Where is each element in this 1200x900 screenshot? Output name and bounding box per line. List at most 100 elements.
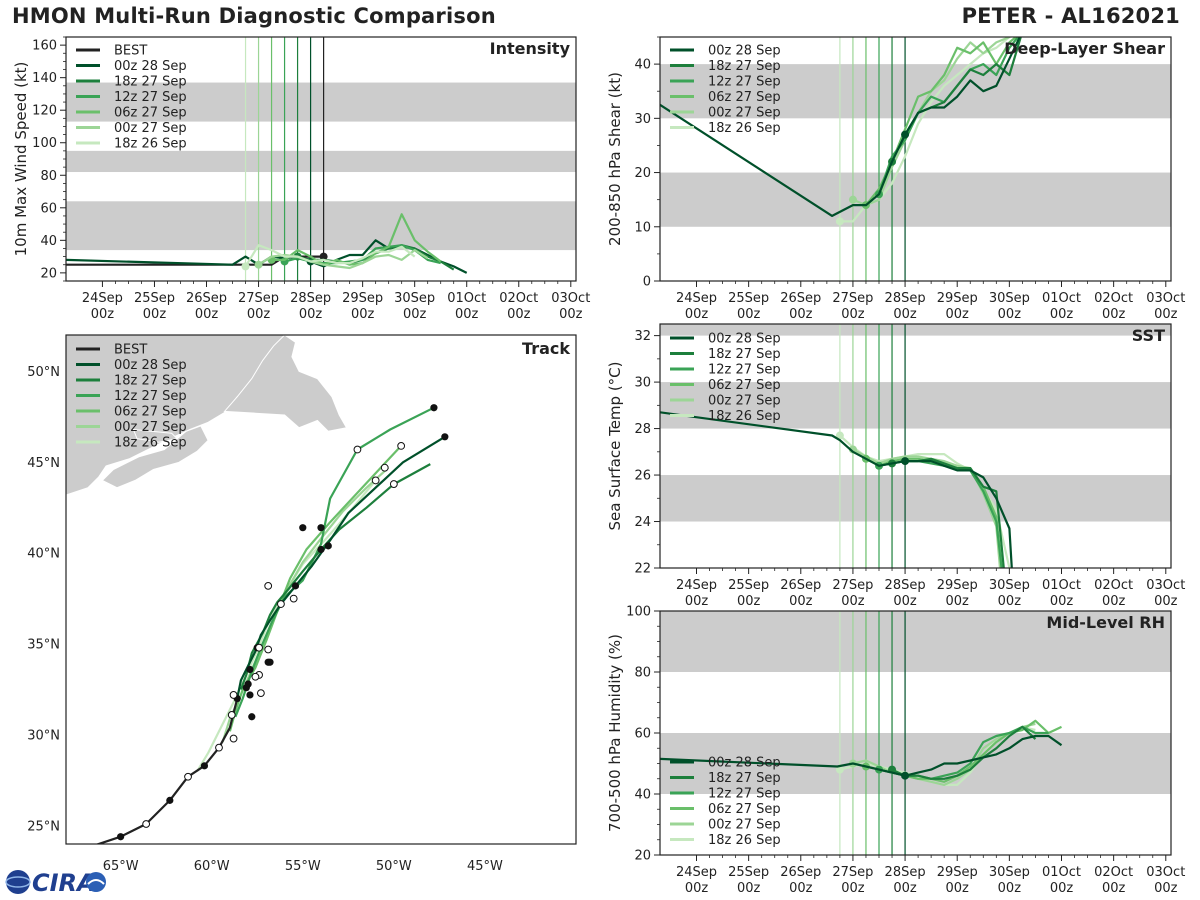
y-tick-label: 60 xyxy=(634,727,651,742)
gray-band xyxy=(660,64,1171,119)
series-marker xyxy=(901,130,910,139)
gray-band xyxy=(66,82,576,122)
x-tick-label: 25Sep xyxy=(728,291,769,306)
x-tick-label: 00z xyxy=(143,307,167,322)
gray-band xyxy=(660,324,1171,336)
x-tick-label: 24Sep xyxy=(676,578,717,593)
x-tick-label: 00z xyxy=(1154,594,1178,609)
y-tick-label: 80 xyxy=(634,666,651,681)
x-tick-label: 00z xyxy=(893,307,917,322)
track-marker-12z xyxy=(215,743,223,752)
track-marker-12z xyxy=(264,645,273,654)
y-tick-label: 32 xyxy=(634,329,651,344)
panel-title: Mid-Level RH xyxy=(1046,613,1165,632)
y-axis-label: Sea Surface Temp (°C) xyxy=(606,361,624,530)
legend-entry: 18z 26 Sep xyxy=(114,436,187,451)
x-tick-label: 00z xyxy=(1154,307,1178,322)
series-marker xyxy=(319,252,328,261)
x-tick-label: 00z xyxy=(403,307,427,322)
x-tick-label: 03Oct xyxy=(551,291,590,306)
series-marker xyxy=(848,195,857,204)
legend-entry: BEST xyxy=(114,343,147,358)
series-line-00z-28-sep xyxy=(660,734,1063,777)
series-line-00z-28-sep xyxy=(660,37,1022,217)
y-axis-label: 700-500 hPa Humidity (%) xyxy=(606,634,624,832)
track-line-12z-27-sep xyxy=(234,406,435,718)
x-tick-label: 26Sep xyxy=(780,291,821,306)
x-tick-label: 00z xyxy=(893,881,917,896)
lon-tick-label: 65°W xyxy=(103,859,139,874)
axes-frame xyxy=(659,36,1172,282)
track-marker-00z xyxy=(291,582,300,590)
x-tick-label: 00z xyxy=(91,307,115,322)
x-tick-label: 26Sep xyxy=(780,865,821,880)
gray-band xyxy=(660,475,1171,522)
track-marker-12z xyxy=(264,581,273,590)
lon-tick-label: 45°W xyxy=(467,859,503,874)
legend-entry: 12z 27 Sep xyxy=(114,90,187,105)
legend-entry: 00z 27 Sep xyxy=(708,818,781,833)
legend-entry: 18z 26 Sep xyxy=(708,409,781,424)
legend-entry: 00z 28 Sep xyxy=(708,756,781,771)
track-marker-00z xyxy=(200,762,209,770)
x-tick-label: 30Sep xyxy=(394,291,435,306)
x-tick-label: 28Sep xyxy=(885,865,926,880)
logo-wave-icon xyxy=(87,879,105,885)
legend-entry: 00z 28 Sep xyxy=(114,358,187,373)
x-tick-label: 28Sep xyxy=(290,291,331,306)
legend-entry: 00z 28 Sep xyxy=(708,332,781,347)
x-tick-label: 00z xyxy=(1050,881,1074,896)
y-tick-label: 40 xyxy=(634,58,651,73)
x-tick-label: 00z xyxy=(299,307,323,322)
y-tick-label: 100 xyxy=(32,136,57,151)
land-mass xyxy=(101,425,209,489)
y-tick-label: 30 xyxy=(634,376,651,391)
x-tick-label: 00z xyxy=(841,307,865,322)
logo-globe-icon xyxy=(6,870,30,894)
x-tick-label: 00z xyxy=(1102,594,1126,609)
x-tick-label: 00z xyxy=(1102,881,1126,896)
plot-area xyxy=(660,37,1171,281)
y-tick-label: 10 xyxy=(634,220,651,235)
y-tick-label: 26 xyxy=(634,469,651,484)
legend-entry: 18z 27 Sep xyxy=(708,347,781,362)
series-marker xyxy=(835,217,844,226)
track-marker-12z xyxy=(371,476,380,485)
x-tick-label: 00z xyxy=(737,881,761,896)
track-marker-12z xyxy=(256,689,265,698)
logo-text: CIRA xyxy=(32,869,96,897)
track-marker-00z xyxy=(117,833,125,841)
x-tick-label: 26Sep xyxy=(186,291,227,306)
series-marker xyxy=(901,771,910,780)
legend-entry: 00z 27 Sep xyxy=(114,121,187,136)
x-tick-label: 00z xyxy=(559,307,583,322)
series-line-18z-26-sep xyxy=(244,244,416,267)
legend-entry: 12z 27 Sep xyxy=(708,75,781,90)
legend-entry: BEST xyxy=(114,44,147,59)
x-tick-label: 00z xyxy=(789,881,813,896)
x-tick-label: 27Sep xyxy=(832,865,873,880)
track-marker-12z xyxy=(229,734,238,743)
legend-entry: 18z 27 Sep xyxy=(708,59,781,74)
x-tick-label: 00z xyxy=(685,594,709,609)
x-tick-label: 00z xyxy=(789,594,813,609)
x-tick-label: 00z xyxy=(893,594,917,609)
legend-entry: 18z 26 Sep xyxy=(708,121,781,136)
x-tick-label: 00z xyxy=(507,307,531,322)
lon-tick-label: 60°W xyxy=(194,859,230,874)
track-marker-12z xyxy=(229,691,238,699)
lon-tick-label: 50°W xyxy=(376,859,412,874)
series-line-00z-28-sep xyxy=(660,411,1013,568)
x-tick-label: 00z xyxy=(998,594,1022,609)
rh-panel: 2040608010024Sep00z25Sep00z26Sep00z27Sep… xyxy=(606,605,1185,897)
track-marker-12z xyxy=(380,463,389,472)
x-tick-label: 30Sep xyxy=(989,865,1030,880)
track-marker-12z xyxy=(251,672,260,681)
legend-entry: 12z 27 Sep xyxy=(114,389,187,404)
x-tick-label: 00z xyxy=(685,881,709,896)
x-tick-label: 28Sep xyxy=(885,578,926,593)
cira-logo: CIRA xyxy=(5,869,106,897)
track-marker-12z xyxy=(397,441,406,450)
track-marker-00z xyxy=(248,713,256,721)
